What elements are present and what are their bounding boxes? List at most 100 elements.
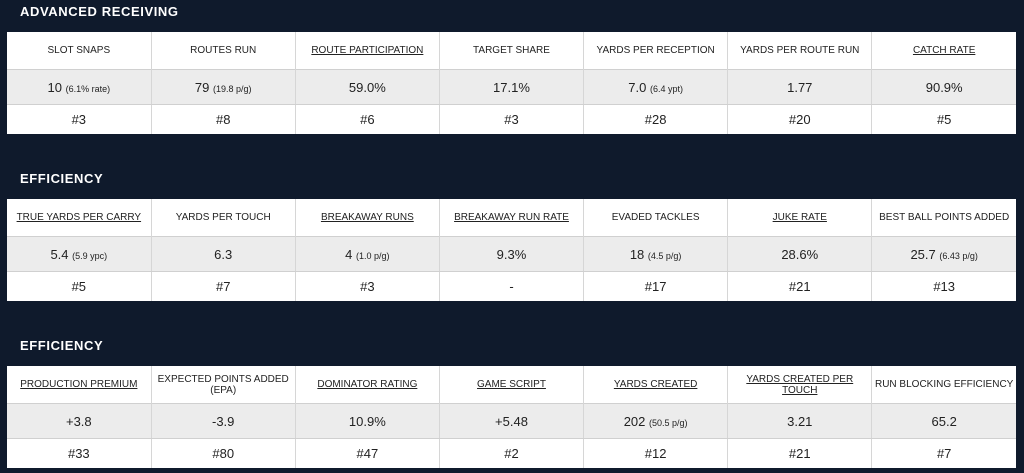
stat-value: 90.9% bbox=[925, 79, 963, 95]
stat-sub: (1.0 p/g) bbox=[356, 250, 390, 261]
column-header: YARDS PER ROUTE RUN bbox=[727, 32, 872, 70]
value-row: +3.8 -3.9 10.9% +5.48 202 (50.5 p/g) 3.21 65.2 bbox=[7, 403, 1016, 439]
rank-cell: #12 bbox=[583, 438, 728, 468]
column-header: ROUTE PARTICIPATION bbox=[294, 32, 440, 70]
stat-value: 4 bbox=[345, 246, 353, 262]
value-cell: -3.9 bbox=[150, 403, 296, 439]
value-cell: +5.48 bbox=[438, 403, 584, 439]
rank-row: #5 #7 #3 - #17 #21 #13 bbox=[7, 271, 1016, 302]
stat-value: 10.9% bbox=[348, 413, 386, 429]
stat-sub: (19.8 p/g) bbox=[212, 83, 252, 94]
value-cell: 10 (6.1% rate) bbox=[7, 69, 152, 105]
value-cell: 25.7 (6.43 p/g) bbox=[871, 236, 1016, 272]
stat-label: BEST BALL POINTS ADDED bbox=[879, 212, 1010, 223]
rank-cell: #2 bbox=[438, 438, 584, 468]
stat-link[interactable]: PRODUCTION PREMIUM bbox=[20, 379, 138, 390]
stat-value: 65.2 bbox=[931, 413, 957, 429]
stat-rank: - bbox=[509, 279, 514, 294]
rank-cell: #7 bbox=[871, 438, 1016, 468]
stat-rank: #6 bbox=[360, 112, 375, 127]
stat-value: +3.8 bbox=[65, 413, 92, 429]
column-header: YARDS PER RECEPTION bbox=[583, 32, 728, 70]
column-header: YARDS CREATED PER TOUCH bbox=[727, 366, 872, 404]
stat-value: 9.3% bbox=[496, 246, 527, 262]
stat-link[interactable]: CATCH RATE bbox=[912, 45, 976, 56]
column-header: BREAKAWAY RUN RATE bbox=[438, 199, 584, 237]
column-header: YARDS CREATED bbox=[583, 366, 728, 404]
stat-sub: (50.5 p/g) bbox=[649, 417, 688, 428]
value-row: 10 (6.1% rate) 79 (19.8 p/g) 59.0% 17.1% 7.0… bbox=[7, 69, 1016, 105]
stat-rank: #7 bbox=[215, 279, 231, 294]
column-header: ROUTES RUN bbox=[150, 32, 296, 70]
value-cell: 17.1% bbox=[438, 69, 584, 105]
rank-cell: - bbox=[438, 271, 584, 301]
stat-sub: (6.43 p/g) bbox=[939, 250, 978, 261]
column-header: RUN BLOCKING EFFICIENCY bbox=[871, 366, 1016, 404]
stat-value: 202 bbox=[623, 413, 646, 429]
stat-value: 10 bbox=[47, 79, 62, 95]
stat-value: 6.3 bbox=[214, 246, 233, 262]
value-cell: 79 (19.8 p/g) bbox=[150, 69, 296, 105]
stat-sub: (5.9 ypc) bbox=[72, 250, 108, 261]
stat-rank: #47 bbox=[356, 446, 379, 461]
stat-link[interactable]: BREAKAWAY RUN RATE bbox=[454, 212, 569, 223]
stats-table: TRUE YARDS PER CARRY YARDS PER TOUCH BREAK… bbox=[7, 199, 1016, 301]
rank-cell: #13 bbox=[871, 271, 1016, 301]
stat-rank: #2 bbox=[504, 446, 519, 461]
value-cell: 4 (1.0 p/g) bbox=[294, 236, 440, 272]
rank-cell: #6 bbox=[294, 104, 440, 134]
value-cell: 6.3 bbox=[150, 236, 296, 272]
value-row: 5.4 (5.9 ypc) 6.3 4 (1.0 p/g) 9.3% 18 (4.5 p… bbox=[7, 236, 1016, 272]
value-cell: 59.0% bbox=[294, 69, 440, 105]
stat-value: 5.4 bbox=[50, 246, 69, 262]
stats-section: EFFICIENCY PRODUCTION PREMIUM EXPECTED POI… bbox=[0, 334, 1024, 468]
value-cell: 65.2 bbox=[871, 403, 1016, 439]
column-header: CATCH RATE bbox=[871, 32, 1016, 70]
stat-link[interactable]: JUKE RATE bbox=[772, 212, 827, 223]
stat-link[interactable]: BREAKAWAY RUNS bbox=[320, 212, 414, 223]
section-title: EFFICIENCY bbox=[20, 171, 104, 186]
stat-label: YARDS PER RECEPTION bbox=[596, 45, 715, 56]
stat-label: TARGET SHARE bbox=[473, 45, 550, 56]
stat-value: 1.77 bbox=[787, 79, 813, 95]
stats-section: ADVANCED RECEIVING SLOT SNAPS ROUTES RUN RO… bbox=[0, 0, 1024, 134]
stats-section: EFFICIENCY TRUE YARDS PER CARRY YARDS PER … bbox=[0, 167, 1024, 301]
stat-link[interactable]: YARDS CREATED PER TOUCH bbox=[746, 373, 854, 396]
stat-label: YARDS PER TOUCH bbox=[175, 212, 271, 223]
stat-rank: #21 bbox=[788, 279, 811, 294]
value-cell: 90.9% bbox=[871, 69, 1016, 105]
stat-value: 79 bbox=[194, 79, 210, 95]
column-header: PRODUCTION PREMIUM bbox=[7, 366, 151, 404]
stat-value: 17.1% bbox=[493, 79, 530, 95]
stat-rank: #28 bbox=[644, 112, 667, 127]
header-row: SLOT SNAPS ROUTES RUN ROUTE PARTICIPATION T… bbox=[7, 32, 1016, 70]
stat-sub: (6.1% rate) bbox=[65, 83, 111, 94]
stat-link[interactable]: GAME SCRIPT bbox=[477, 379, 546, 390]
stat-link[interactable]: ROUTE PARTICIPATION bbox=[311, 45, 424, 56]
stat-value: -3.9 bbox=[212, 413, 235, 429]
stat-label: EVADED TACKLES bbox=[611, 212, 700, 223]
stat-link[interactable]: YARDS CREATED bbox=[613, 379, 698, 390]
rank-cell: #5 bbox=[7, 272, 151, 302]
stat-label: ROUTES RUN bbox=[190, 45, 257, 56]
column-header: TRUE YARDS PER CARRY bbox=[7, 199, 151, 237]
stat-label: YARDS PER ROUTE RUN bbox=[740, 45, 860, 56]
stat-link[interactable]: DOMINATOR RATING bbox=[317, 379, 418, 390]
rank-cell: #21 bbox=[727, 438, 872, 468]
stat-rank: #17 bbox=[644, 279, 667, 294]
value-cell: 202 (50.5 p/g) bbox=[583, 403, 728, 439]
stat-rank: #7 bbox=[936, 446, 952, 461]
stats-table: PRODUCTION PREMIUM EXPECTED POINTS ADDED … bbox=[7, 366, 1016, 468]
section-title: EFFICIENCY bbox=[20, 338, 104, 353]
rank-cell: #28 bbox=[583, 104, 728, 134]
rank-cell: #47 bbox=[294, 438, 440, 468]
stat-rank: #8 bbox=[215, 112, 231, 127]
column-header: EXPECTED POINTS ADDED (EPA) bbox=[150, 366, 296, 404]
value-cell: 1.77 bbox=[727, 69, 872, 105]
column-header: SLOT SNAPS bbox=[7, 32, 151, 70]
rank-cell: #8 bbox=[150, 104, 296, 134]
stat-value: 25.7 bbox=[910, 246, 936, 262]
stat-link[interactable]: TRUE YARDS PER CARRY bbox=[16, 212, 142, 223]
stat-value: 59.0% bbox=[348, 79, 386, 95]
